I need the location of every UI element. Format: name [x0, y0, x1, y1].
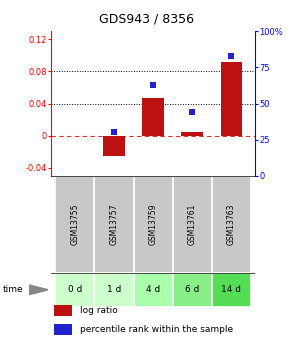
Text: percentile rank within the sample: percentile rank within the sample	[80, 325, 233, 334]
Point	[112, 130, 116, 135]
Bar	[55, 273, 94, 307]
Bar	[181, 132, 203, 136]
Bar	[173, 176, 212, 273]
Polygon shape	[29, 285, 48, 295]
Bar	[94, 176, 134, 273]
Text: 14 d: 14 d	[222, 285, 241, 294]
Text: GSM13763: GSM13763	[227, 204, 236, 245]
Point	[190, 109, 195, 115]
Point	[151, 82, 155, 87]
Bar	[212, 273, 251, 307]
Text: GSM13755: GSM13755	[70, 204, 79, 245]
Text: GDS943 / 8356: GDS943 / 8356	[99, 12, 194, 25]
Bar	[103, 136, 125, 156]
Text: GSM13759: GSM13759	[149, 204, 158, 245]
Point	[229, 53, 234, 58]
Bar	[55, 176, 94, 273]
Text: 0 d: 0 d	[68, 285, 82, 294]
Bar	[212, 176, 251, 273]
Bar	[54, 324, 72, 335]
Bar	[134, 176, 173, 273]
Bar	[221, 62, 242, 136]
Text: GSM13757: GSM13757	[109, 204, 118, 245]
Bar	[94, 273, 134, 307]
Text: GSM13761: GSM13761	[188, 204, 197, 245]
Text: 1 d: 1 d	[107, 285, 121, 294]
Bar	[134, 273, 173, 307]
Bar	[142, 98, 164, 136]
Text: log ratio: log ratio	[80, 306, 118, 315]
Bar	[54, 305, 72, 316]
Text: time: time	[3, 285, 23, 294]
Bar	[173, 273, 212, 307]
Text: 6 d: 6 d	[185, 285, 200, 294]
Text: 4 d: 4 d	[146, 285, 160, 294]
